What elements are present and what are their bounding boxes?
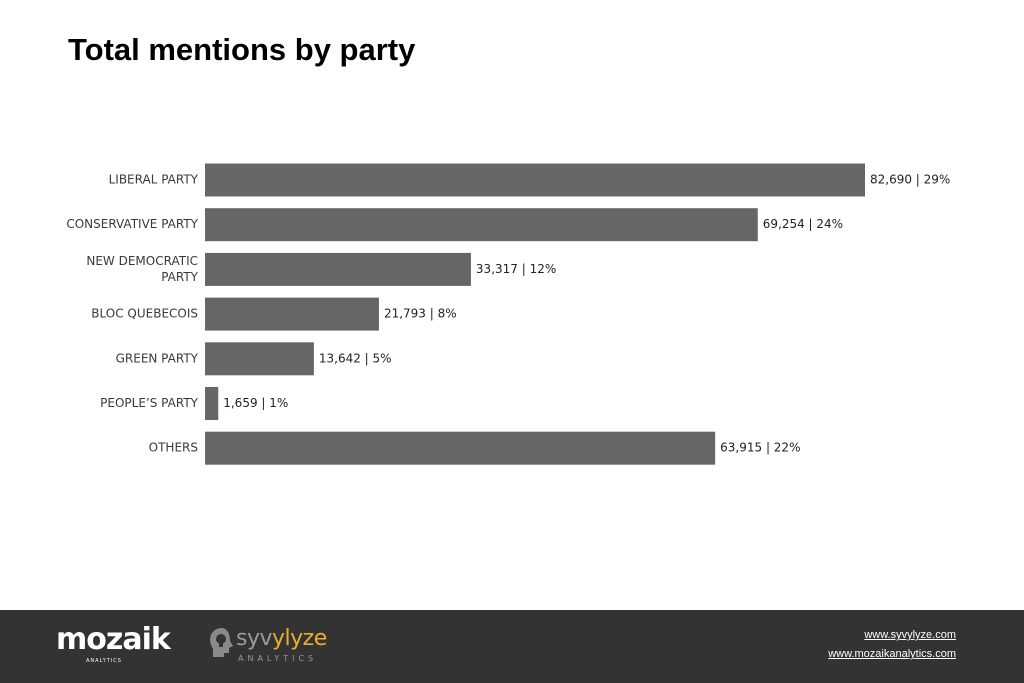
value-label-1: 69,254 | 24% (763, 217, 843, 231)
head-bulb-icon (210, 628, 233, 657)
footer-bar: mozaik ANALYTICS syvylyze ANALYTICS www.… (0, 610, 1024, 683)
value-label-5: 1,659 | 1% (223, 396, 288, 410)
mozaik-subtitle: ANALYTICS (86, 658, 122, 664)
value-label-0: 82,690 | 29% (870, 173, 950, 187)
bar-1 (205, 208, 758, 242)
syvylyze-logo: syvylyze ANALYTICS (206, 624, 336, 674)
category-label-5: PEOPLE’S PARTY (100, 396, 198, 410)
footer-links: www.syvylyze.com www.mozaikanalytics.com (828, 626, 956, 664)
bar-2 (205, 252, 471, 286)
mozaik-logo: mozaik ANALYTICS (56, 624, 176, 674)
bar-5 (205, 387, 219, 420)
value-label-3: 21,793 | 8% (384, 307, 457, 321)
bar-4 (205, 342, 314, 376)
category-label-3: BLOC QUEBECOIS (91, 307, 198, 321)
value-label-2: 33,317 | 12% (476, 262, 556, 276)
bar-6 (205, 431, 716, 465)
syvylyze-wordmark: syvylyze (236, 626, 327, 651)
value-label-4: 13,642 | 5% (319, 351, 392, 365)
category-label-2: NEW DEMOCRATIC PARTY (86, 254, 198, 284)
category-label-4: GREEN PARTY (116, 351, 199, 365)
value-label-6: 63,915 | 22% (720, 441, 800, 455)
chart-title: Total mentions by party (68, 32, 416, 67)
syvylyze-wordmark-prefix: syv (236, 626, 273, 651)
syvylyze-link[interactable]: www.syvylyze.com (864, 629, 956, 641)
bar-0 (205, 163, 865, 197)
syvylyze-wordmark-accent: ylyze (272, 626, 327, 651)
bar-3 (205, 297, 379, 331)
category-label-6: OTHERS (149, 441, 198, 455)
mozaik-link[interactable]: www.mozaikanalytics.com (828, 648, 956, 660)
category-label-0: LIBERAL PARTY (109, 173, 199, 187)
mozaik-wordmark: mozaik (56, 622, 171, 657)
bar-chart: LIBERAL PARTY 82,690 | 29% CONSERVATIVE PA… (66, 163, 950, 465)
category-label-1: CONSERVATIVE PARTY (66, 217, 198, 231)
syvylyze-subtitle: ANALYTICS (238, 654, 318, 663)
